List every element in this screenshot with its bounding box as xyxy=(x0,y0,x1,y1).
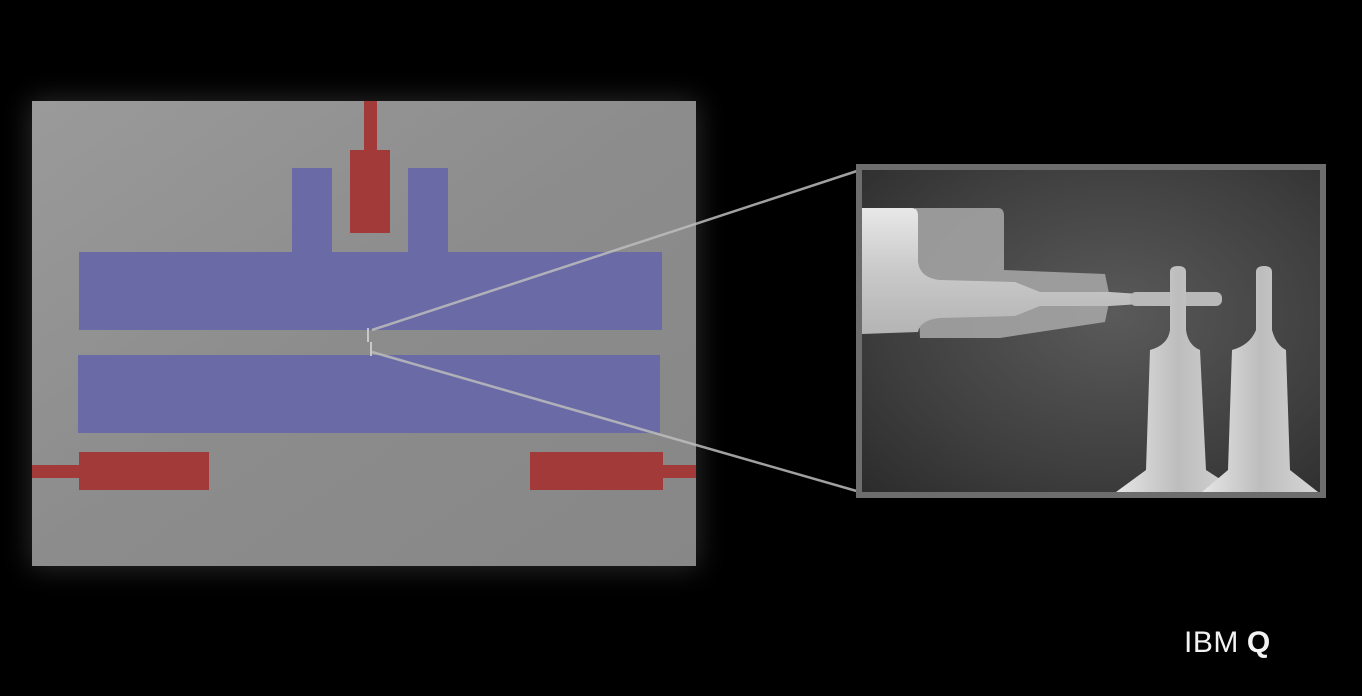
logo-text: IBM xyxy=(1184,626,1239,659)
left-control-line xyxy=(32,452,209,490)
post-left xyxy=(1116,266,1240,492)
top-control-line xyxy=(350,101,390,233)
top-capacitor-pad xyxy=(79,168,662,330)
junction-inset-image xyxy=(856,164,1326,498)
post-right xyxy=(1202,266,1318,492)
lead-front-layer xyxy=(862,208,1140,334)
right-control-line xyxy=(530,452,696,490)
ibm-q-logo: IBM Q xyxy=(1184,626,1271,660)
qubit-chip-image xyxy=(32,101,696,566)
josephson-junction-marker xyxy=(367,328,372,356)
bottom-capacitor-pad xyxy=(78,355,660,433)
logo-mark: Q xyxy=(1246,626,1271,659)
zoom-callout-lines xyxy=(371,168,861,494)
